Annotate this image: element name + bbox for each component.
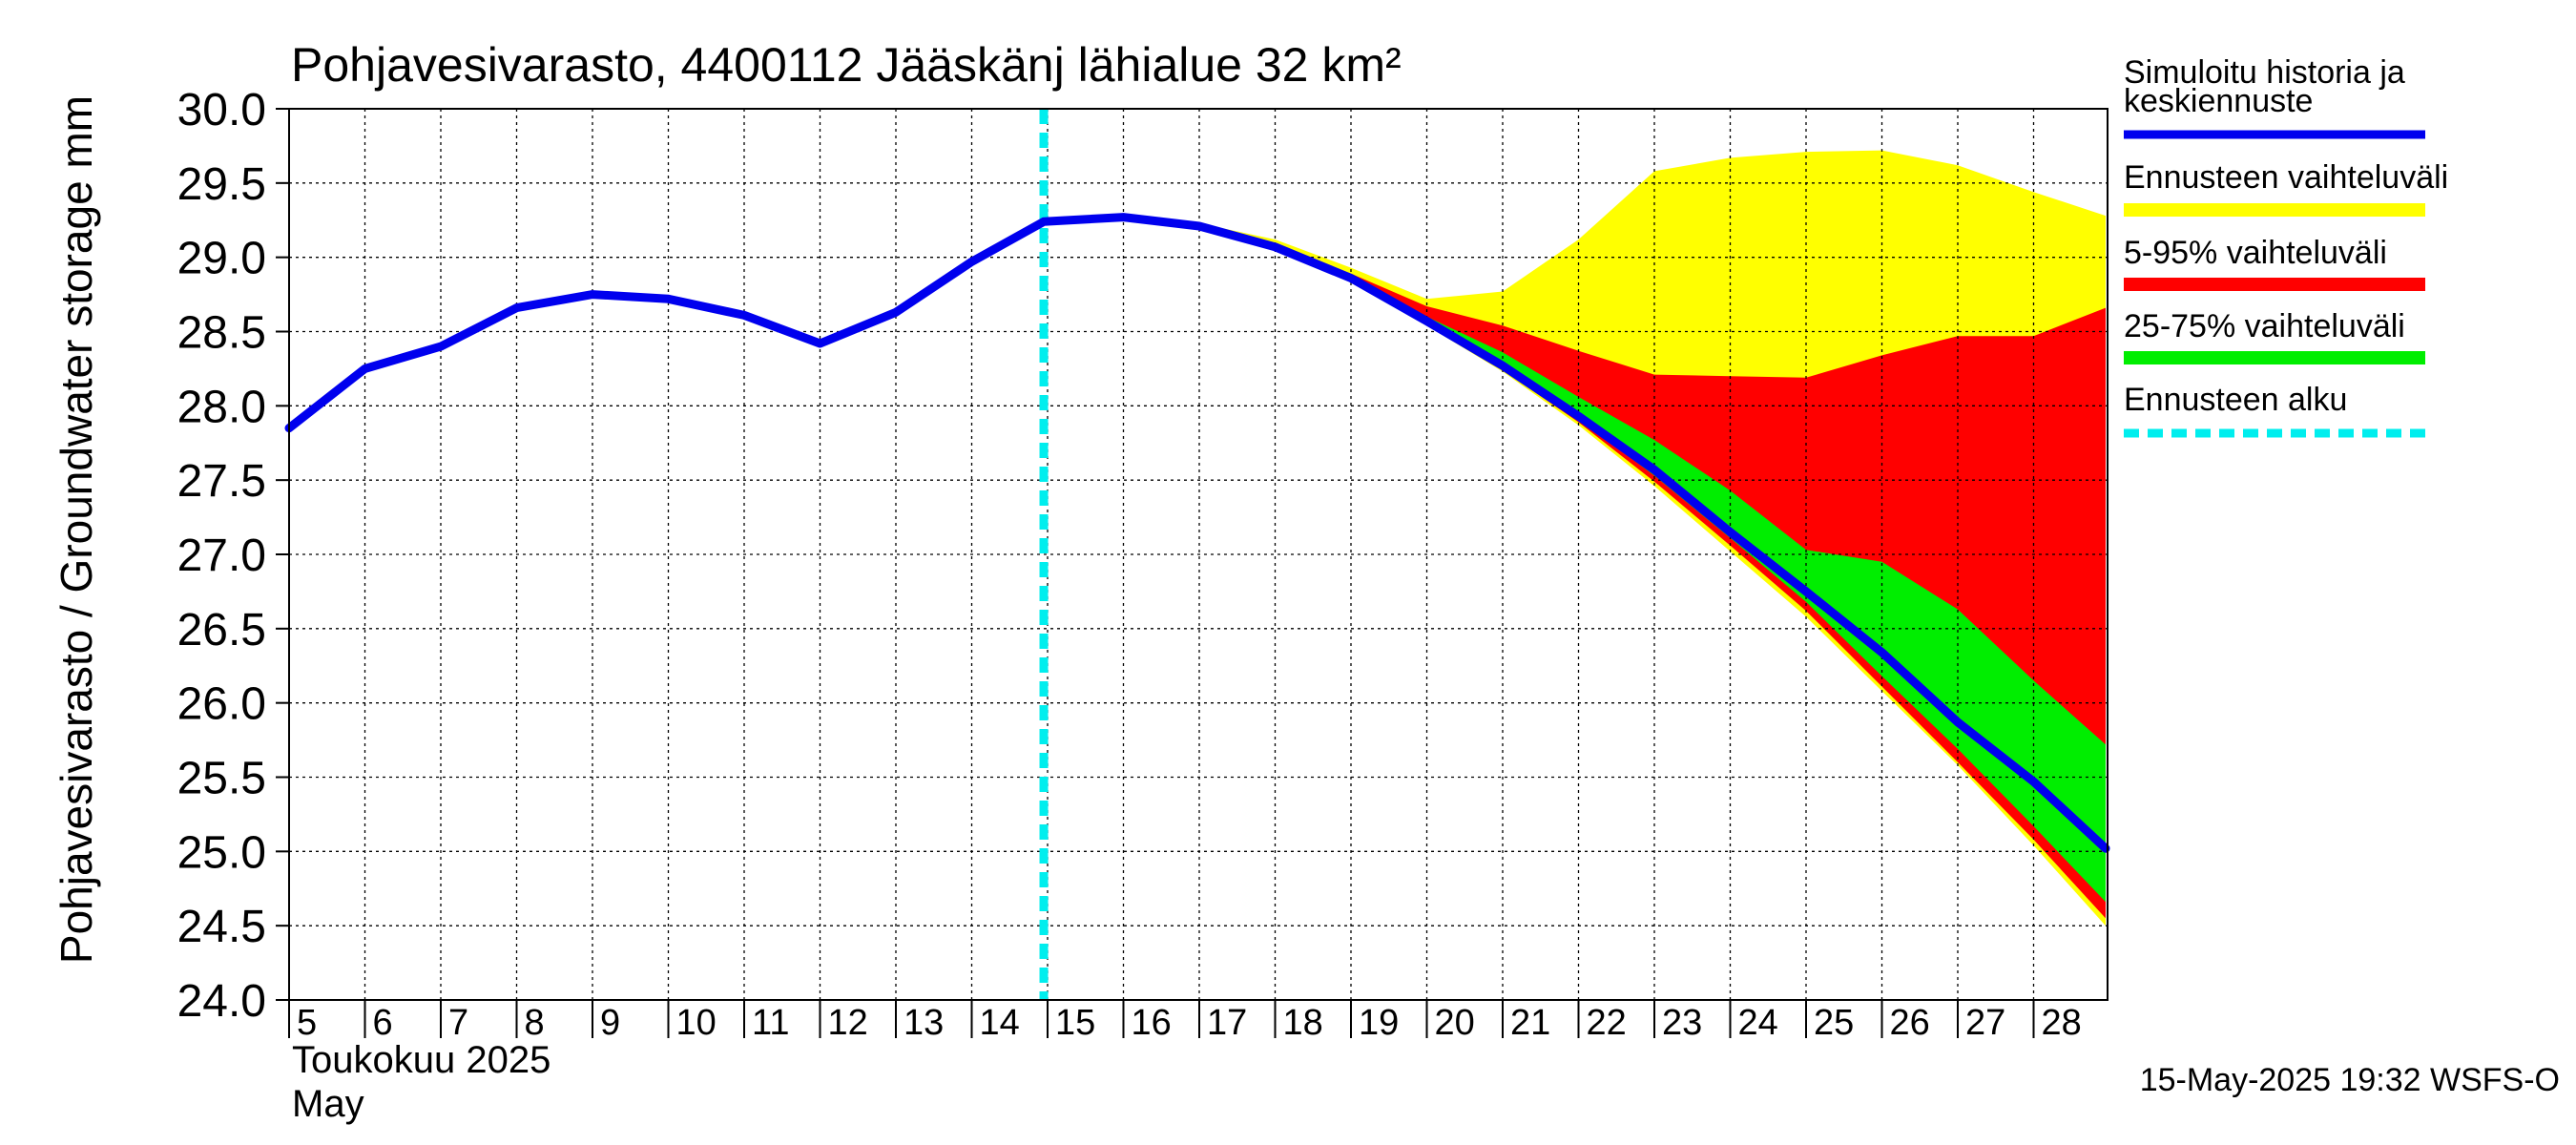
grid xyxy=(288,108,2108,1001)
legend-label-0-cont: keskiennuste xyxy=(2124,83,2313,119)
x-tick-label-20: 25 xyxy=(1814,1003,1854,1043)
y-tick-label-8: 28.0 xyxy=(177,382,266,432)
y-tick-label-11: 29.5 xyxy=(177,159,266,210)
x-axis: 5 6 7 8 9 10 11 12 13 14 15 16 17 18 19 20 21 22 23 24 25 26 2… xyxy=(288,1000,2082,1043)
y-tick-label-9: 28.5 xyxy=(177,308,266,359)
y-axis-label: Pohjavesivarasto / Groundwater storage m… xyxy=(52,95,101,964)
y-tick-label-10: 29.0 xyxy=(177,234,266,284)
band-0 xyxy=(1044,150,2106,926)
y-tick-label-7: 27.5 xyxy=(177,456,266,507)
x-axis-month-label-en: May xyxy=(292,1083,364,1125)
y-tick-label-5: 26.5 xyxy=(177,605,266,656)
x-axis-month-label: Toukokuu 2025 xyxy=(292,1039,551,1081)
x-tick-label-16: 21 xyxy=(1510,1003,1550,1043)
x-tick-label-17: 22 xyxy=(1587,1003,1627,1043)
legend-label-0: Simuloitu historia ja xyxy=(2124,54,2405,91)
x-tick-label-8: 13 xyxy=(904,1003,944,1043)
x-tick-label-13: 18 xyxy=(1283,1003,1323,1043)
x-tick-label-22: 27 xyxy=(1965,1003,2005,1043)
x-tick-label-11: 16 xyxy=(1132,1003,1172,1043)
x-tick-label-7: 12 xyxy=(828,1003,868,1043)
x-tick-label-10: 15 xyxy=(1055,1003,1095,1043)
x-tick-label-6: 11 xyxy=(752,1003,789,1043)
legend-label-3: 25-75% vaihteluväli xyxy=(2124,308,2405,344)
chart-title: Pohjavesivarasto, 4400112 Jääskänj lähia… xyxy=(291,38,1402,92)
legend-label-4: Ennusteen alku xyxy=(2124,382,2347,418)
y-tick-label-12: 30.0 xyxy=(177,85,266,135)
legend-label-2: 5-95% vaihteluväli xyxy=(2124,235,2387,271)
x-tick-label-5: 10 xyxy=(676,1003,717,1043)
y-tick-label-6: 27.0 xyxy=(177,531,266,581)
x-tick-label-2: 7 xyxy=(448,1003,468,1043)
x-tick-label-1: 6 xyxy=(373,1003,393,1043)
y-tick-label-3: 25.5 xyxy=(177,754,266,804)
footer-timestamp: 15-May-2025 19:32 WSFS-O xyxy=(2140,1062,2560,1098)
x-tick-label-19: 24 xyxy=(1738,1003,1778,1043)
y-tick-label-0: 24.0 xyxy=(177,976,266,1027)
y-tick-label-2: 25.0 xyxy=(177,827,266,878)
y-tick-label-1: 24.5 xyxy=(177,902,266,952)
x-tick-label-21: 26 xyxy=(1890,1003,1930,1043)
x-tick-label-4: 9 xyxy=(600,1003,620,1043)
x-tick-label-23: 28 xyxy=(2042,1003,2082,1043)
legend-label-1: Ennusteen vaihteluväli xyxy=(2124,159,2448,196)
x-tick-label-15: 20 xyxy=(1435,1003,1475,1043)
y-tick-label-4: 26.0 xyxy=(177,679,266,730)
forecast-bands xyxy=(1044,150,2106,926)
series-lines xyxy=(284,213,2110,853)
x-tick-label-0: 5 xyxy=(297,1003,317,1043)
y-axis: 24.0 24.5 25.0 25.5 26.0 26.5 27.0 27.5 28.0 28.5… xyxy=(177,85,289,1027)
x-tick-label-12: 17 xyxy=(1207,1003,1247,1043)
band-1 xyxy=(1044,217,2106,919)
x-tick-label-18: 23 xyxy=(1662,1003,1702,1043)
x-tick-label-9: 14 xyxy=(980,1003,1020,1043)
x-tick-label-14: 19 xyxy=(1359,1003,1399,1043)
x-tick-label-3: 8 xyxy=(525,1003,545,1043)
